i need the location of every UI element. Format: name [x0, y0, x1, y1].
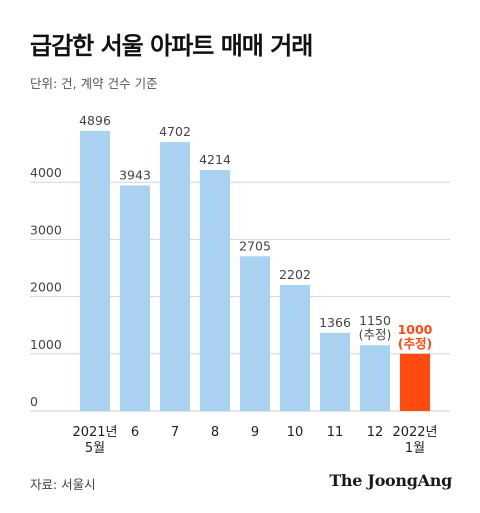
bar	[320, 332, 350, 411]
x-tick-label: 8	[211, 425, 219, 440]
x-tick-label: 5월	[85, 441, 105, 456]
x-tick-label: 2021년	[72, 425, 117, 440]
value-label: 4896	[79, 113, 111, 128]
value-label: 2202	[279, 267, 311, 282]
x-tick-label: 6	[131, 425, 139, 440]
value-label: 1366	[319, 315, 351, 330]
y-axis-ticks: 0 1000 2000 3000 4000	[30, 165, 62, 409]
value-label: 3943	[119, 167, 151, 182]
bar	[120, 185, 150, 411]
y-tick-label: 3000	[30, 222, 62, 237]
bar	[360, 345, 390, 411]
bar	[80, 130, 110, 412]
bars	[80, 130, 430, 412]
y-tick-label: 0	[30, 394, 38, 409]
y-tick-label: 1000	[30, 337, 62, 352]
bar	[400, 353, 430, 411]
y-tick-label: 4000	[30, 165, 62, 180]
value-label: 1000	[398, 322, 433, 337]
x-tick-label: 11	[327, 425, 344, 440]
value-label: (추정)	[398, 336, 432, 351]
x-tick-label: 12	[367, 425, 384, 440]
bar	[200, 169, 230, 411]
value-label: 2705	[239, 238, 271, 253]
x-tick-label: 7	[171, 425, 179, 440]
value-label: 4214	[199, 152, 231, 167]
value-label: 1150	[359, 313, 391, 328]
x-tick-label: 1월	[405, 441, 425, 456]
x-tick-label: 2022년	[392, 425, 437, 440]
value-label: (추정)	[359, 327, 392, 342]
chart-title: 급감한 서울 아파트 매매 거래	[30, 32, 313, 60]
source-note: 자료: 서울시	[30, 477, 96, 492]
unit-label: 단위: 건, 계약 건수 기준	[30, 76, 158, 91]
brand-logo: The JoongAng	[329, 471, 452, 490]
value-label: 4702	[159, 124, 191, 139]
bar	[280, 285, 310, 411]
x-tick-label: 10	[287, 425, 304, 440]
bar	[160, 142, 190, 411]
y-tick-label: 2000	[30, 280, 62, 295]
x-tick-label: 9	[251, 425, 259, 440]
bar	[240, 256, 270, 411]
